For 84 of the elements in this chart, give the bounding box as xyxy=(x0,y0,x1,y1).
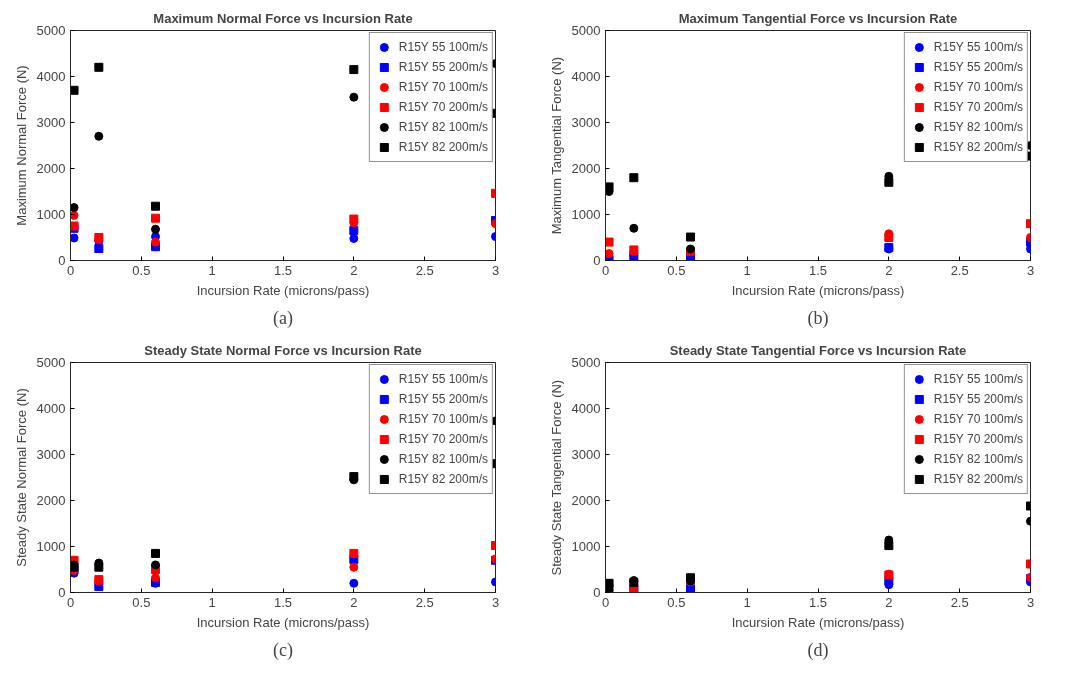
x-tick-label: 1 xyxy=(208,594,216,610)
y-tick-label: 4000 xyxy=(36,401,66,416)
x-tick-label: 1.5 xyxy=(808,262,828,278)
y-axis-title: Steady State Normal Force (N) xyxy=(13,388,29,567)
x-tick-label: 2 xyxy=(350,594,358,610)
legend-label: R15Y 70 100m/s xyxy=(398,411,488,428)
chart-title: Steady State Normal Force vs Incursion Rate xyxy=(144,342,422,358)
legend-label: R15Y 82 200m/s xyxy=(933,471,1023,488)
text: (c) xyxy=(273,639,293,661)
x-tick-label: 2 xyxy=(885,594,893,610)
legend-label: R15Y 70 200m/s xyxy=(933,99,1023,116)
x-tick-label: 2.5 xyxy=(415,594,434,610)
legend-label: R15Y 70 200m/s xyxy=(933,431,1023,448)
chart-title: Steady State Tangential Force vs Incursion Rate xyxy=(669,342,967,358)
y-tick-label: 1000 xyxy=(571,539,601,554)
legend-label: R15Y 70 200m/s xyxy=(398,431,488,448)
y-axis-title: Steady State Tangential Force (N) xyxy=(548,379,564,576)
x-tick-label: 2.5 xyxy=(415,262,434,278)
y-tick-label: 4000 xyxy=(36,69,66,84)
y-tick-label: 5000 xyxy=(36,355,66,370)
y-tick-label: 1000 xyxy=(36,539,66,554)
x-tick-label: 3 xyxy=(1026,594,1035,610)
x-axis-title: Incursion Rate (microns/pass) xyxy=(196,614,370,630)
legend-label: R15Y 82 200m/s xyxy=(933,139,1023,156)
legend-label: R15Y 55 200m/s xyxy=(933,59,1023,76)
y-axis-title: Maximum Normal Force (N) xyxy=(13,65,29,226)
legend-label: R15Y 55 100m/s xyxy=(398,39,488,56)
legend-label: R15Y 70 100m/s xyxy=(933,411,1023,428)
x-tick-label: 2.5 xyxy=(950,262,969,278)
chart-title: Maximum Normal Force vs Incursion Rate xyxy=(153,10,413,26)
x-tick-label: 1.5 xyxy=(808,594,828,610)
x-tick-label: 0.5 xyxy=(667,262,686,278)
x-tick-label: 0.5 xyxy=(132,594,151,610)
y-axis-title: Maximum Tangential Force (N) xyxy=(548,56,564,235)
x-tick-label: 2 xyxy=(350,262,358,278)
text: (a) xyxy=(273,307,293,329)
y-tick-label: 4000 xyxy=(571,401,601,416)
legend-label: R15Y 55 200m/s xyxy=(398,59,488,76)
x-axis-title: Incursion Rate (microns/pass) xyxy=(196,282,370,298)
y-tick-label: 2000 xyxy=(36,161,66,176)
y-tick-label: 3000 xyxy=(36,115,66,130)
legend-label: R15Y 55 200m/s xyxy=(933,391,1023,408)
y-tick-label: 1000 xyxy=(571,207,601,222)
y-tick-label: 2000 xyxy=(571,161,601,176)
legend-label: R15Y 82 100m/s xyxy=(398,119,488,136)
text: (d) xyxy=(807,639,829,661)
x-tick-label: 1.5 xyxy=(273,262,293,278)
y-tick-label: 5000 xyxy=(571,355,601,370)
x-tick-label: 1 xyxy=(208,262,216,278)
legend-label: R15Y 82 100m/s xyxy=(933,451,1023,468)
legend-label: R15Y 70 100m/s xyxy=(398,79,488,96)
x-axis-title: Incursion Rate (microns/pass) xyxy=(731,614,905,630)
text: (b) xyxy=(807,307,829,329)
y-tick-label: 5000 xyxy=(36,23,66,38)
y-tick-label: 3000 xyxy=(571,115,601,130)
legend-label: R15Y 55 100m/s xyxy=(933,371,1023,388)
x-tick-label: 0.5 xyxy=(132,262,151,278)
x-tick-label: 2.5 xyxy=(950,594,969,610)
legend-label: R15Y 70 200m/s xyxy=(398,99,488,116)
x-tick-label: 3 xyxy=(491,262,500,278)
x-tick-label: 3 xyxy=(1026,262,1035,278)
legend-label: R15Y 55 100m/s xyxy=(933,39,1023,56)
x-tick-label: 0.5 xyxy=(667,594,686,610)
y-tick-label: 3000 xyxy=(36,447,66,462)
x-tick-label: 2 xyxy=(885,262,893,278)
legend-label: R15Y 82 200m/s xyxy=(398,471,488,488)
x-tick-label: 1 xyxy=(743,594,751,610)
y-tick-label: 4000 xyxy=(571,69,601,84)
y-tick-label: 5000 xyxy=(571,23,601,38)
legend-label: R15Y 55 200m/s xyxy=(398,391,488,408)
legend-label: R15Y 55 100m/s xyxy=(398,371,488,388)
y-tick-label: 2000 xyxy=(571,493,601,508)
x-tick-label: 1 xyxy=(743,262,751,278)
y-tick-label: 2000 xyxy=(36,493,66,508)
x-tick-label: 3 xyxy=(491,594,500,610)
y-tick-label: 1000 xyxy=(36,207,66,222)
legend-label: R15Y 70 100m/s xyxy=(933,79,1023,96)
legend-label: R15Y 82 100m/s xyxy=(933,119,1023,136)
chart-title: Maximum Tangential Force vs Incursion Rate xyxy=(678,10,958,26)
x-tick-label: 1.5 xyxy=(273,594,293,610)
x-axis-title: Incursion Rate (microns/pass) xyxy=(731,282,905,298)
legend-label: R15Y 82 200m/s xyxy=(398,139,488,156)
legend-label: R15Y 82 100m/s xyxy=(398,451,488,468)
y-tick-label: 3000 xyxy=(571,447,601,462)
